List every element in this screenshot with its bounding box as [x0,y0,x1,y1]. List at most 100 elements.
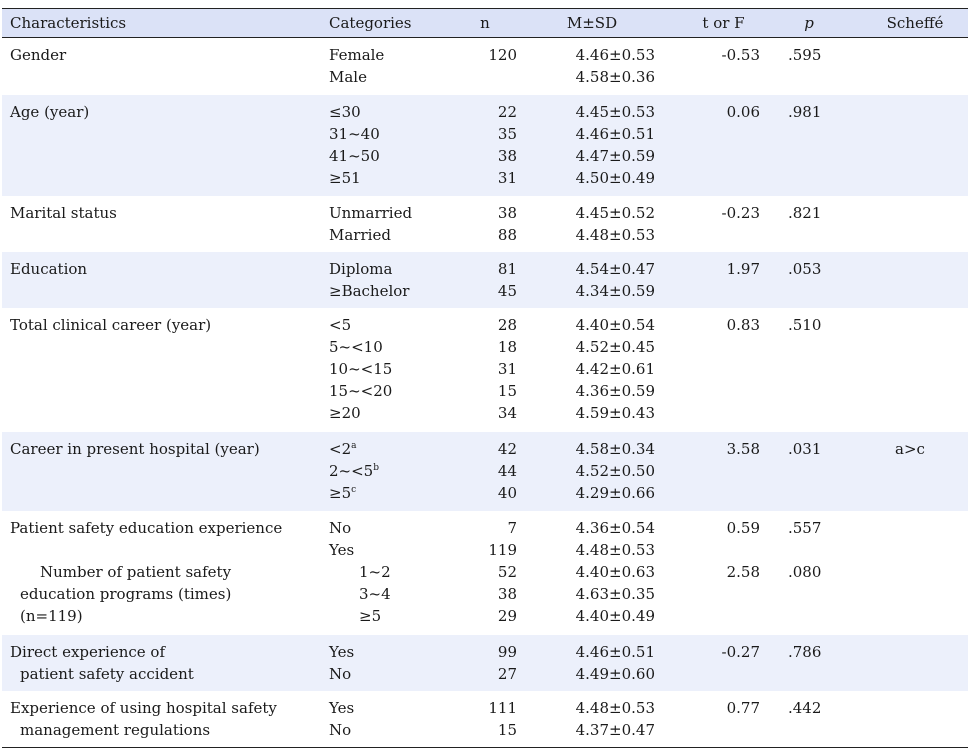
t-or-f-value: -0.53 [721,46,760,64]
t-or-f-value: 0.06 [726,103,760,121]
cell-categories: No Yes 1~2 3~4 ≥5 [321,517,447,635]
spacer [852,167,968,189]
spacer [766,460,852,482]
category-label: Married [329,226,391,244]
mean-sd-value: 4.40±0.54 [575,316,655,334]
cell-n: 38 88 [447,202,523,252]
p-value: .442 [788,699,822,717]
n-value: 45 [497,282,517,300]
n-value: 99 [497,643,517,661]
spacer [852,583,968,605]
mean-sd-value: 4.45±0.52 [575,204,655,222]
results-table: Characteristics Categories n M±SD t or F… [2,8,968,748]
mean-sd-value: 4.46±0.51 [575,643,655,661]
category-label: 15~<20 [329,382,393,400]
mean-sd-value: 4.29±0.66 [575,484,655,502]
spacer [766,145,852,167]
n-value: 31 [497,360,517,378]
n-value: 120 [488,46,517,64]
category-label: 2~<5b [329,462,379,480]
p-value: .031 [788,440,822,458]
cell-characteristics: Total clinical career (year) [2,314,321,432]
spacer [661,145,760,167]
n-value: 29 [497,607,517,625]
mean-sd-value: 4.58±0.34 [575,440,655,458]
t-or-f-value: 0.59 [726,519,760,537]
category-label: ≥Bachelor [329,282,410,300]
table-row: Total clinical career (year) <5 5~<10 10~<1… [2,308,968,432]
characteristic-label: Patient safety education experience [10,519,283,537]
cell-n: 22 35 38 31 [447,101,523,196]
cell-categories: <5 5~<10 10~<15 15~<20 ≥20 [321,314,447,432]
n-value: 7 [507,519,517,537]
characteristic-label: Gender [10,46,67,64]
mean-sd-value: 4.40±0.63 [575,563,655,581]
table-row: Gender Female Male 120 4.46±0.53 4.58±0.36 -0.… [2,38,968,95]
n-value: 40 [497,484,517,502]
category-label: Yes [329,699,355,717]
mean-sd-value: 4.36±0.59 [575,382,655,400]
spacer [852,605,968,627]
mean-sd-value: 4.48±0.53 [575,541,655,559]
t-or-f-value: 2.58 [726,563,760,581]
cell-categories: ≤30 31~40 41~50 ≥51 [321,101,447,196]
spacer [661,460,760,482]
cell-msd: 4.36±0.54 4.48±0.53 4.40±0.63 4.63±0.35 4.40… [523,517,661,635]
mean-sd-value: 4.63±0.35 [575,585,655,603]
scheffe-value [852,44,968,66]
n-value: 88 [497,226,517,244]
spacer [661,482,760,504]
cell-p: .821 [766,202,852,252]
scheffe-value [852,202,968,224]
table-header: Characteristics Categories n M±SD t or F… [2,9,968,38]
spacer [766,336,852,358]
category-label: ≥5 [359,607,382,625]
spacer [661,719,760,741]
spacer [766,66,852,88]
spacer [10,66,321,88]
cell-p: .786 [766,641,852,691]
n-value: 27 [497,665,517,683]
scheffe-value [852,561,968,583]
spacer [852,358,968,380]
cell-msd: 4.54±0.47 4.34±0.59 [523,258,661,308]
spacer [10,167,321,189]
mean-sd-value: 4.34±0.59 [575,282,655,300]
mean-sd-value: 4.48±0.53 [575,699,655,717]
mean-sd-value: 4.48±0.53 [575,226,655,244]
n-value: 42 [497,440,517,458]
scheffe-value [852,641,968,663]
mean-sd-value: 4.52±0.45 [575,338,655,356]
spacer [852,280,968,302]
spacer [10,539,321,561]
spacer [10,402,321,424]
spacer [852,123,968,145]
n-value: 119 [488,541,517,559]
cell-characteristics: Age (year) [2,101,321,196]
spacer [852,145,968,167]
spacer [766,663,852,685]
mean-sd-value: 4.47±0.59 [575,147,655,165]
p-value: .557 [788,519,822,537]
characteristic-label: Education [10,260,88,278]
characteristic-label: education programs (times) [20,585,232,603]
spacer [661,224,760,246]
n-value: 81 [497,260,517,278]
category-label: ≤30 [329,103,361,121]
t-or-f-value: 3.58 [726,440,760,458]
cell-scheffe: a>c [852,438,968,511]
p-value: .053 [788,260,822,278]
spacer [661,280,760,302]
n-value: 111 [488,699,517,717]
t-or-f-value: -0.27 [721,643,760,661]
cell-n: 99 27 [447,641,523,691]
n-value: 31 [497,169,517,187]
cell-t-or-f: -0.27 [661,641,766,691]
header-msd: M±SD [566,14,618,32]
cell-msd: 4.40±0.54 4.52±0.45 4.42±0.61 4.36±0.59 4.59… [523,314,661,432]
cell-t-or-f: -0.23 [661,202,766,252]
cell-t-or-f: 0.77 [661,697,766,747]
n-value: 22 [497,103,517,121]
characteristic-label: Experience of using hospital safety [10,699,277,717]
cell-msd: 4.45±0.53 4.46±0.51 4.47±0.59 4.50±0.49 [523,101,661,196]
